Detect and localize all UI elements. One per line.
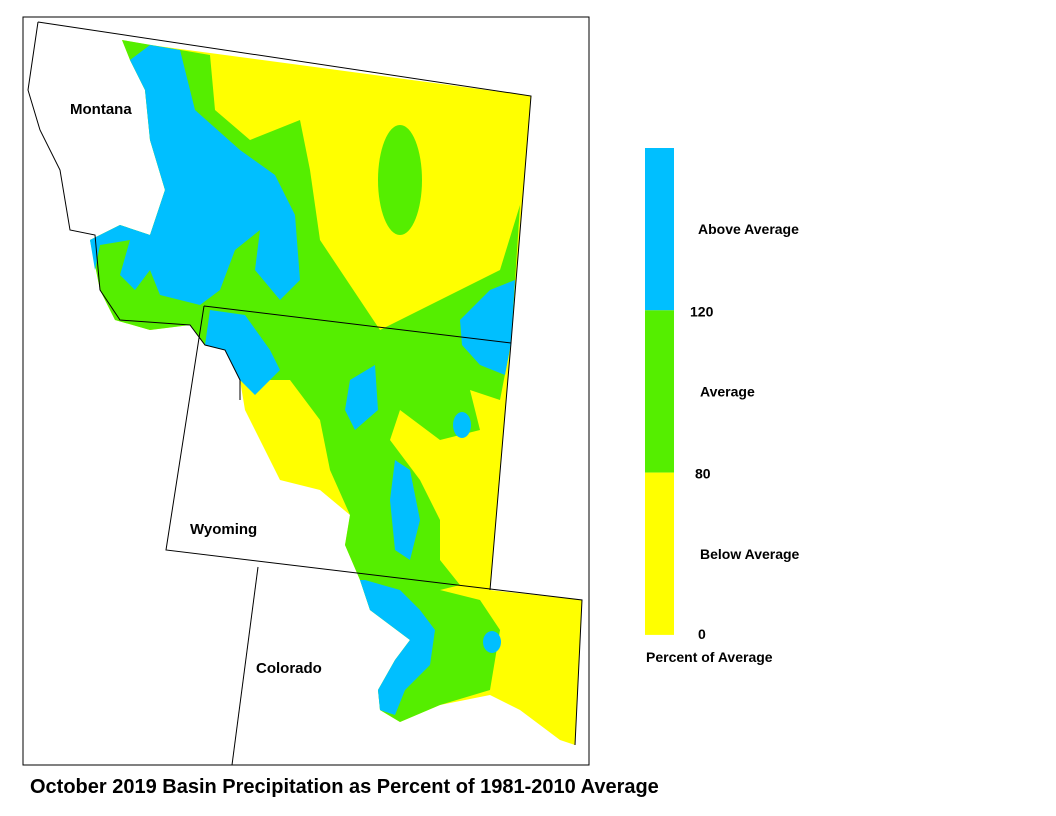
above-average-area <box>205 310 280 395</box>
legend-break: 80 <box>695 466 711 482</box>
border <box>27 21 241 400</box>
state-label: Colorado <box>256 660 322 677</box>
border <box>203 305 512 344</box>
above-average-area <box>453 412 471 438</box>
legend-label: Below Average <box>700 546 800 562</box>
above-average-area <box>483 631 501 653</box>
above-average-area <box>360 580 435 715</box>
border <box>231 566 259 766</box>
legend-swatch <box>645 310 674 473</box>
border <box>165 305 583 746</box>
above-average-area <box>390 460 420 560</box>
legend-break: 0 <box>698 626 706 642</box>
state-label: Wyoming <box>190 521 257 538</box>
legend-swatch <box>645 148 674 311</box>
map <box>27 21 583 766</box>
legend-label: Average <box>700 383 755 399</box>
state-borders <box>27 21 583 766</box>
legend-title: Percent of Average <box>646 649 773 665</box>
above-average-area <box>460 280 515 375</box>
title: October 2019 Basin Precipitation as Perc… <box>30 776 659 798</box>
border <box>37 21 532 591</box>
legend-swatch <box>645 472 674 635</box>
above-average-area <box>345 365 378 430</box>
state-label: Montana <box>70 101 132 118</box>
legend-break: 120 <box>690 303 714 319</box>
above-average-area <box>90 45 300 305</box>
average-area <box>378 125 422 235</box>
legend-label: Above Average <box>698 221 799 237</box>
legend: Percent of Average Above Average Average B… <box>645 148 800 665</box>
